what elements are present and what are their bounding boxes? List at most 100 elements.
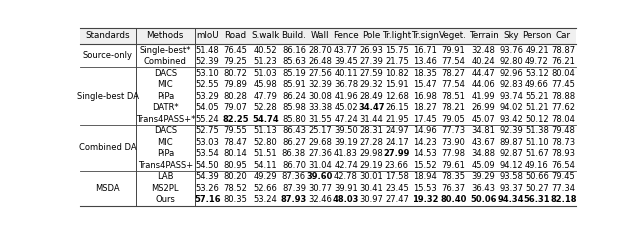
Text: Car: Car bbox=[556, 31, 571, 40]
Text: 19.32: 19.32 bbox=[412, 195, 438, 204]
Text: 31.04: 31.04 bbox=[308, 161, 332, 170]
Text: 15.91: 15.91 bbox=[385, 80, 409, 89]
Text: 27.39: 27.39 bbox=[360, 57, 383, 66]
Text: 29.32: 29.32 bbox=[360, 80, 383, 89]
Text: 24.97: 24.97 bbox=[385, 126, 409, 135]
Text: 89.87: 89.87 bbox=[499, 138, 523, 147]
Text: Build.: Build. bbox=[282, 31, 307, 40]
Text: 77.45: 77.45 bbox=[552, 80, 575, 89]
Text: MIC: MIC bbox=[157, 80, 173, 89]
Text: 86.43: 86.43 bbox=[282, 126, 306, 135]
Text: 39.19: 39.19 bbox=[334, 138, 358, 147]
Text: 79.61: 79.61 bbox=[442, 161, 465, 170]
Text: 77.98: 77.98 bbox=[442, 149, 465, 158]
Text: 80.72: 80.72 bbox=[223, 69, 248, 78]
Text: 85.98: 85.98 bbox=[282, 103, 306, 112]
Text: 82.25: 82.25 bbox=[222, 115, 249, 124]
Text: 31.55: 31.55 bbox=[308, 115, 332, 124]
Text: Ours: Ours bbox=[156, 195, 175, 204]
Text: 50.12: 50.12 bbox=[525, 115, 548, 124]
Text: 50.27: 50.27 bbox=[525, 184, 549, 193]
Text: PiPa: PiPa bbox=[157, 149, 174, 158]
Text: 41.83: 41.83 bbox=[334, 149, 358, 158]
Text: Tr.light: Tr.light bbox=[382, 31, 412, 40]
Text: 50.66: 50.66 bbox=[525, 172, 549, 181]
Text: S.walk: S.walk bbox=[252, 31, 280, 40]
Text: 51.23: 51.23 bbox=[253, 57, 277, 66]
Text: 78.52: 78.52 bbox=[223, 184, 248, 193]
Text: 32.39: 32.39 bbox=[308, 80, 332, 89]
Text: 27.99: 27.99 bbox=[384, 149, 410, 158]
Text: 45.09: 45.09 bbox=[472, 161, 495, 170]
Text: 51.38: 51.38 bbox=[525, 126, 549, 135]
Text: 15.75: 15.75 bbox=[385, 46, 409, 55]
Text: 39.45: 39.45 bbox=[334, 57, 358, 66]
Text: 29.68: 29.68 bbox=[308, 138, 332, 147]
Text: 78.51: 78.51 bbox=[442, 92, 465, 101]
Text: Combined DA: Combined DA bbox=[79, 143, 137, 152]
Text: 30.01: 30.01 bbox=[360, 172, 383, 181]
Text: 92.87: 92.87 bbox=[499, 149, 523, 158]
Text: 17.58: 17.58 bbox=[385, 172, 409, 181]
Text: 93.58: 93.58 bbox=[499, 172, 523, 181]
Text: 80.28: 80.28 bbox=[223, 92, 248, 101]
Text: 54.11: 54.11 bbox=[253, 161, 277, 170]
Text: 53.26: 53.26 bbox=[195, 184, 220, 193]
Text: 51.67: 51.67 bbox=[525, 149, 549, 158]
Text: 49.21: 49.21 bbox=[525, 46, 548, 55]
Text: 79.05: 79.05 bbox=[442, 115, 465, 124]
Text: 48.03: 48.03 bbox=[333, 195, 359, 204]
Text: 14.96: 14.96 bbox=[413, 126, 437, 135]
Text: DACS: DACS bbox=[154, 69, 177, 78]
Text: 92.80: 92.80 bbox=[499, 57, 523, 66]
Text: 94.02: 94.02 bbox=[499, 103, 523, 112]
Text: 52.75: 52.75 bbox=[195, 126, 219, 135]
Text: 44.06: 44.06 bbox=[472, 80, 495, 89]
Text: 18.35: 18.35 bbox=[413, 69, 437, 78]
Text: 25.17: 25.17 bbox=[308, 126, 332, 135]
Text: 86.16: 86.16 bbox=[282, 46, 306, 55]
Text: Terrain: Terrain bbox=[468, 31, 499, 40]
Text: 36.78: 36.78 bbox=[334, 80, 358, 89]
Text: 43.67: 43.67 bbox=[472, 138, 495, 147]
Text: MS2PL: MS2PL bbox=[152, 184, 179, 193]
Text: Trans4PASS+: Trans4PASS+ bbox=[138, 161, 193, 170]
Text: 92.83: 92.83 bbox=[499, 80, 523, 89]
Text: 28.31: 28.31 bbox=[360, 126, 383, 135]
Text: 14.53: 14.53 bbox=[413, 149, 437, 158]
Text: 80.95: 80.95 bbox=[223, 161, 248, 170]
Text: 76.45: 76.45 bbox=[223, 46, 248, 55]
Text: 44.47: 44.47 bbox=[472, 69, 495, 78]
Text: 30.08: 30.08 bbox=[308, 92, 332, 101]
Text: 26.15: 26.15 bbox=[385, 103, 409, 112]
Text: 54.74: 54.74 bbox=[252, 115, 278, 124]
Text: 51.48: 51.48 bbox=[195, 46, 219, 55]
Text: 80.04: 80.04 bbox=[552, 69, 575, 78]
Text: Pole: Pole bbox=[362, 31, 380, 40]
Text: 76.54: 76.54 bbox=[552, 161, 575, 170]
Text: Single-best DA: Single-best DA bbox=[77, 92, 139, 101]
Text: 10.82: 10.82 bbox=[385, 69, 409, 78]
Text: 15.53: 15.53 bbox=[413, 184, 437, 193]
Text: 34.47: 34.47 bbox=[358, 103, 385, 112]
Text: 78.47: 78.47 bbox=[223, 138, 248, 147]
Text: 18.94: 18.94 bbox=[413, 172, 437, 181]
Text: 54.50: 54.50 bbox=[195, 161, 219, 170]
Text: 79.25: 79.25 bbox=[223, 57, 248, 66]
Text: 56.31: 56.31 bbox=[524, 195, 550, 204]
Text: 34.81: 34.81 bbox=[472, 126, 495, 135]
Text: 79.48: 79.48 bbox=[552, 126, 575, 135]
Text: 29.98: 29.98 bbox=[360, 149, 383, 158]
Text: MSDA: MSDA bbox=[95, 184, 120, 193]
Text: 34.88: 34.88 bbox=[472, 149, 495, 158]
Text: 80.20: 80.20 bbox=[223, 172, 248, 181]
Text: Single-best*: Single-best* bbox=[140, 46, 191, 55]
Text: 86.70: 86.70 bbox=[282, 161, 306, 170]
Text: 93.76: 93.76 bbox=[499, 46, 523, 55]
Text: 87.39: 87.39 bbox=[282, 184, 306, 193]
Text: 53.24: 53.24 bbox=[253, 195, 277, 204]
Text: 30.97: 30.97 bbox=[360, 195, 383, 204]
Text: 51.51: 51.51 bbox=[253, 149, 277, 158]
Text: Wall: Wall bbox=[311, 31, 330, 40]
Text: 51.21: 51.21 bbox=[525, 103, 548, 112]
